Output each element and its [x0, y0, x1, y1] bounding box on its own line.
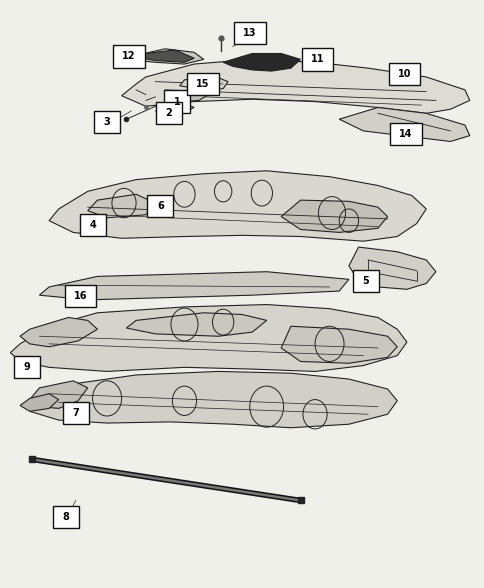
FancyBboxPatch shape — [64, 285, 96, 307]
FancyBboxPatch shape — [186, 73, 218, 95]
Polygon shape — [10, 305, 406, 372]
Text: 3: 3 — [104, 117, 110, 127]
Text: 14: 14 — [398, 129, 412, 139]
Polygon shape — [20, 318, 97, 347]
Text: 12: 12 — [122, 51, 136, 61]
Polygon shape — [20, 394, 59, 412]
Text: 10: 10 — [397, 69, 410, 79]
Text: 1: 1 — [173, 96, 180, 106]
Text: 7: 7 — [72, 408, 79, 418]
Polygon shape — [223, 54, 300, 71]
Polygon shape — [348, 247, 435, 289]
Text: 5: 5 — [362, 276, 368, 286]
Polygon shape — [117, 49, 203, 64]
FancyBboxPatch shape — [301, 48, 333, 71]
Polygon shape — [121, 59, 469, 113]
Polygon shape — [30, 372, 396, 427]
FancyBboxPatch shape — [156, 102, 182, 125]
Polygon shape — [126, 313, 266, 336]
Polygon shape — [88, 194, 155, 218]
Text: 8: 8 — [62, 512, 69, 522]
Text: 2: 2 — [165, 108, 172, 118]
Polygon shape — [39, 272, 348, 300]
Polygon shape — [179, 76, 227, 90]
Text: 16: 16 — [74, 290, 87, 300]
FancyBboxPatch shape — [53, 506, 79, 528]
FancyBboxPatch shape — [147, 195, 173, 217]
Polygon shape — [30, 381, 88, 409]
Polygon shape — [281, 200, 387, 232]
Polygon shape — [136, 50, 194, 62]
FancyBboxPatch shape — [113, 45, 145, 68]
Text: 9: 9 — [24, 362, 30, 372]
Text: 13: 13 — [242, 28, 256, 38]
FancyBboxPatch shape — [62, 402, 89, 424]
FancyBboxPatch shape — [389, 123, 421, 145]
Text: 4: 4 — [89, 220, 96, 230]
Polygon shape — [165, 90, 208, 102]
Polygon shape — [155, 103, 194, 113]
FancyBboxPatch shape — [79, 213, 106, 236]
FancyBboxPatch shape — [388, 63, 420, 85]
FancyBboxPatch shape — [233, 22, 265, 44]
FancyBboxPatch shape — [94, 111, 120, 133]
Text: 6: 6 — [157, 201, 163, 211]
Polygon shape — [281, 326, 396, 363]
Polygon shape — [49, 171, 425, 241]
FancyBboxPatch shape — [14, 356, 40, 379]
FancyBboxPatch shape — [352, 270, 378, 292]
FancyBboxPatch shape — [164, 91, 190, 113]
Text: 15: 15 — [196, 79, 209, 89]
Polygon shape — [338, 108, 469, 142]
Text: 11: 11 — [310, 54, 323, 64]
